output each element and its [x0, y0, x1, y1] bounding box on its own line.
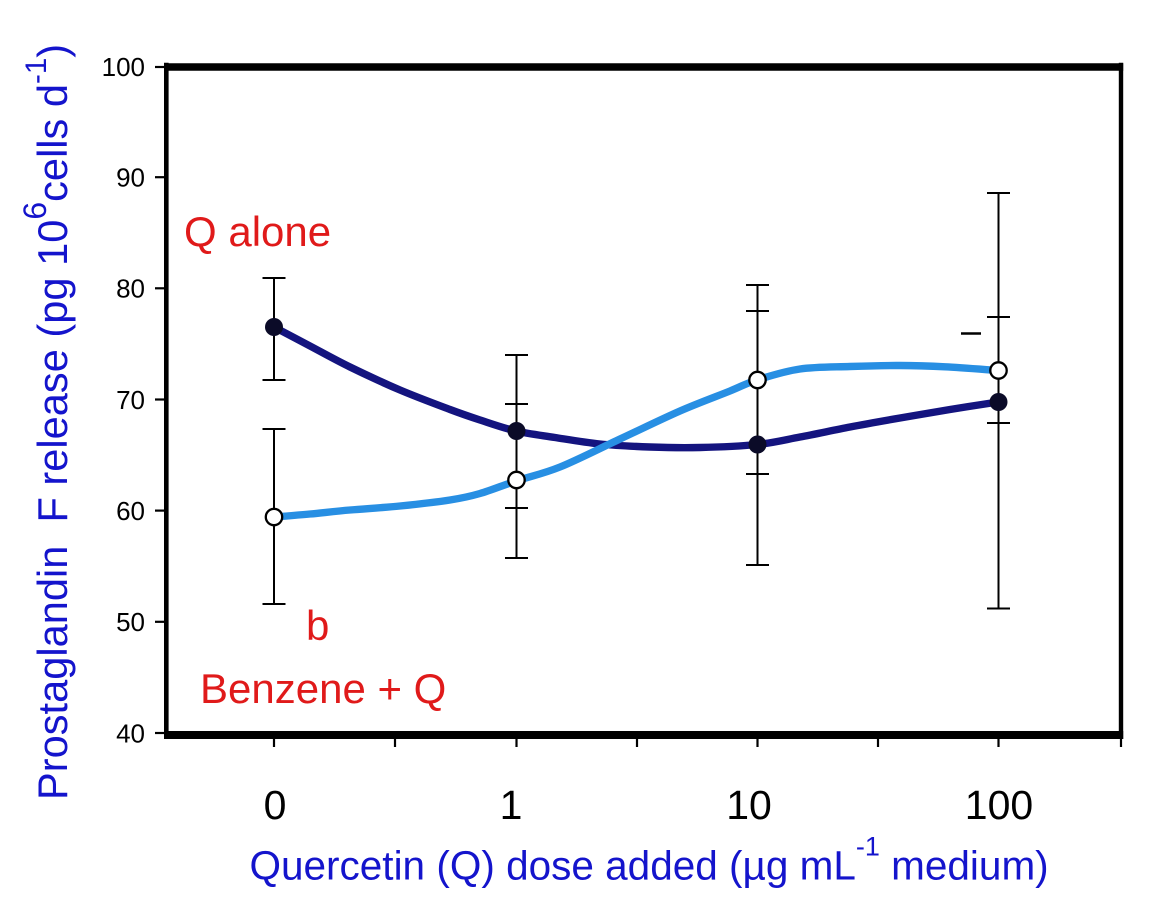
svg-text:Benzene + Q: Benzene + Q	[200, 665, 446, 712]
svg-text:1: 1	[500, 782, 523, 828]
svg-text:60: 60	[116, 496, 145, 526]
svg-text:40: 40	[116, 719, 145, 749]
svg-text:Q alone: Q alone	[184, 208, 331, 255]
svg-text:80: 80	[116, 274, 145, 304]
svg-text:b: b	[306, 602, 329, 649]
svg-text:100: 100	[102, 52, 145, 82]
svg-text:0: 0	[264, 782, 287, 828]
svg-text:50: 50	[116, 607, 145, 637]
svg-text:70: 70	[116, 385, 145, 415]
svg-text:100: 100	[965, 782, 1033, 828]
svg-text:10: 10	[726, 782, 772, 828]
svg-text:90: 90	[116, 163, 145, 193]
